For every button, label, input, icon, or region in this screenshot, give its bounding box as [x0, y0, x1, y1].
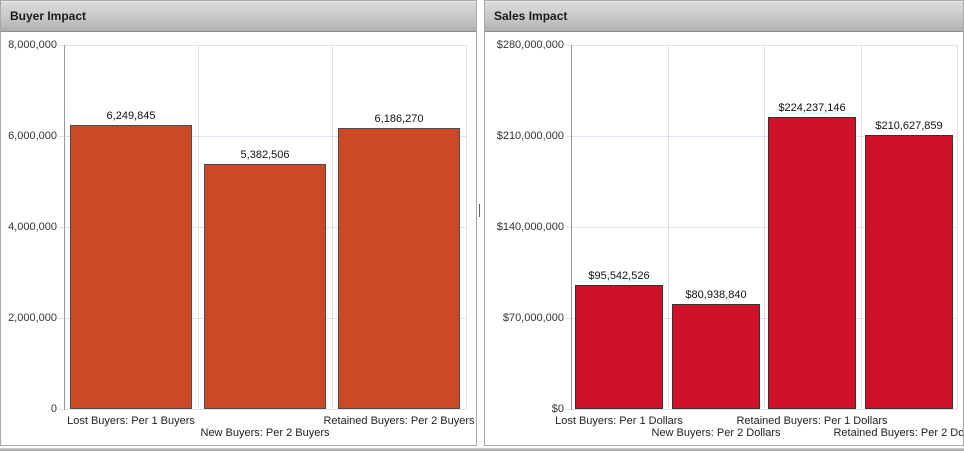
category-gridline: [332, 45, 333, 409]
y-axis-tick-label: $70,000,000: [485, 312, 564, 324]
x-axis-category-label: Retained Buyers: Per 1 Dollars: [702, 415, 922, 427]
bar-value-label: $95,542,526: [519, 270, 719, 282]
y-axis-line: [64, 45, 65, 410]
x-axis-category-label: Retained Buyers: Per 2 Buyers: [289, 415, 477, 427]
sales-impact-panel: Sales Impact $280,000,000$210,000,000$14…: [484, 0, 964, 446]
y-axis-tick-label: $140,000,000: [485, 221, 564, 233]
category-gridline: [764, 45, 765, 409]
x-axis-category-label: Lost Buyers: Per 1 Buyers: [21, 415, 241, 427]
x-axis-category-label: Retained Buyers: Per 2 Dollars: [799, 427, 964, 439]
bar-2[interactable]: [204, 164, 326, 409]
bar-3[interactable]: [338, 128, 460, 409]
y-axis-line: [571, 45, 572, 410]
y-axis-tick-label: 2,000,000: [1, 312, 57, 324]
y-gridline: [566, 409, 957, 410]
y-axis-tick-label: 8,000,000: [1, 39, 57, 51]
y-axis-tick-label: 6,000,000: [1, 130, 57, 142]
bar-1[interactable]: [575, 285, 663, 409]
y-axis-tick-label: $210,000,000: [485, 130, 564, 142]
y-gridline: [59, 409, 466, 410]
category-gridline: [466, 45, 467, 409]
sales-impact-bar-chart: $280,000,000 $210,000,000 $140,000,000 $70,…: [485, 1, 963, 445]
category-gridline: [861, 45, 862, 409]
bar-3[interactable]: [768, 117, 856, 409]
y-axis-tick-label: 0: [1, 403, 57, 415]
y-axis-tick-label: $0: [485, 403, 564, 415]
y-gridline: [59, 45, 466, 46]
category-gridline: [957, 45, 958, 409]
bar-2[interactable]: [672, 304, 760, 409]
category-gridline: [668, 45, 669, 409]
y-axis-tick-label: 4,000,000: [1, 221, 57, 233]
bar-1[interactable]: [70, 125, 192, 409]
bar-value-label: 6,249,845: [31, 110, 231, 122]
x-axis-category-label: New Buyers: Per 2 Dollars: [606, 427, 826, 439]
bar-4[interactable]: [865, 135, 953, 409]
category-gridline: [198, 45, 199, 409]
y-axis-tick-label: $280,000,000: [485, 39, 564, 51]
x-axis-category-label: New Buyers: Per 2 Buyers: [155, 427, 375, 439]
bar-value-label: $210,627,859: [809, 120, 964, 132]
bar-value-label: 6,186,270: [299, 113, 477, 125]
panel-splitter-handle[interactable]: [479, 204, 480, 217]
buyer-impact-panel: Buyer Impact 8,000,0006,000,0004,000,000…: [0, 0, 477, 446]
x-axis-category-label: Lost Buyers: Per 1 Dollars: [509, 415, 729, 427]
bar-value-label: 5,382,506: [165, 149, 365, 161]
buyer-impact-bar-chart: 8,000,000 6,000,000 4,000,000 2,000,000 0 6,2…: [1, 1, 476, 445]
bar-value-label: $224,237,146: [712, 102, 912, 114]
y-gridline: [566, 45, 957, 46]
